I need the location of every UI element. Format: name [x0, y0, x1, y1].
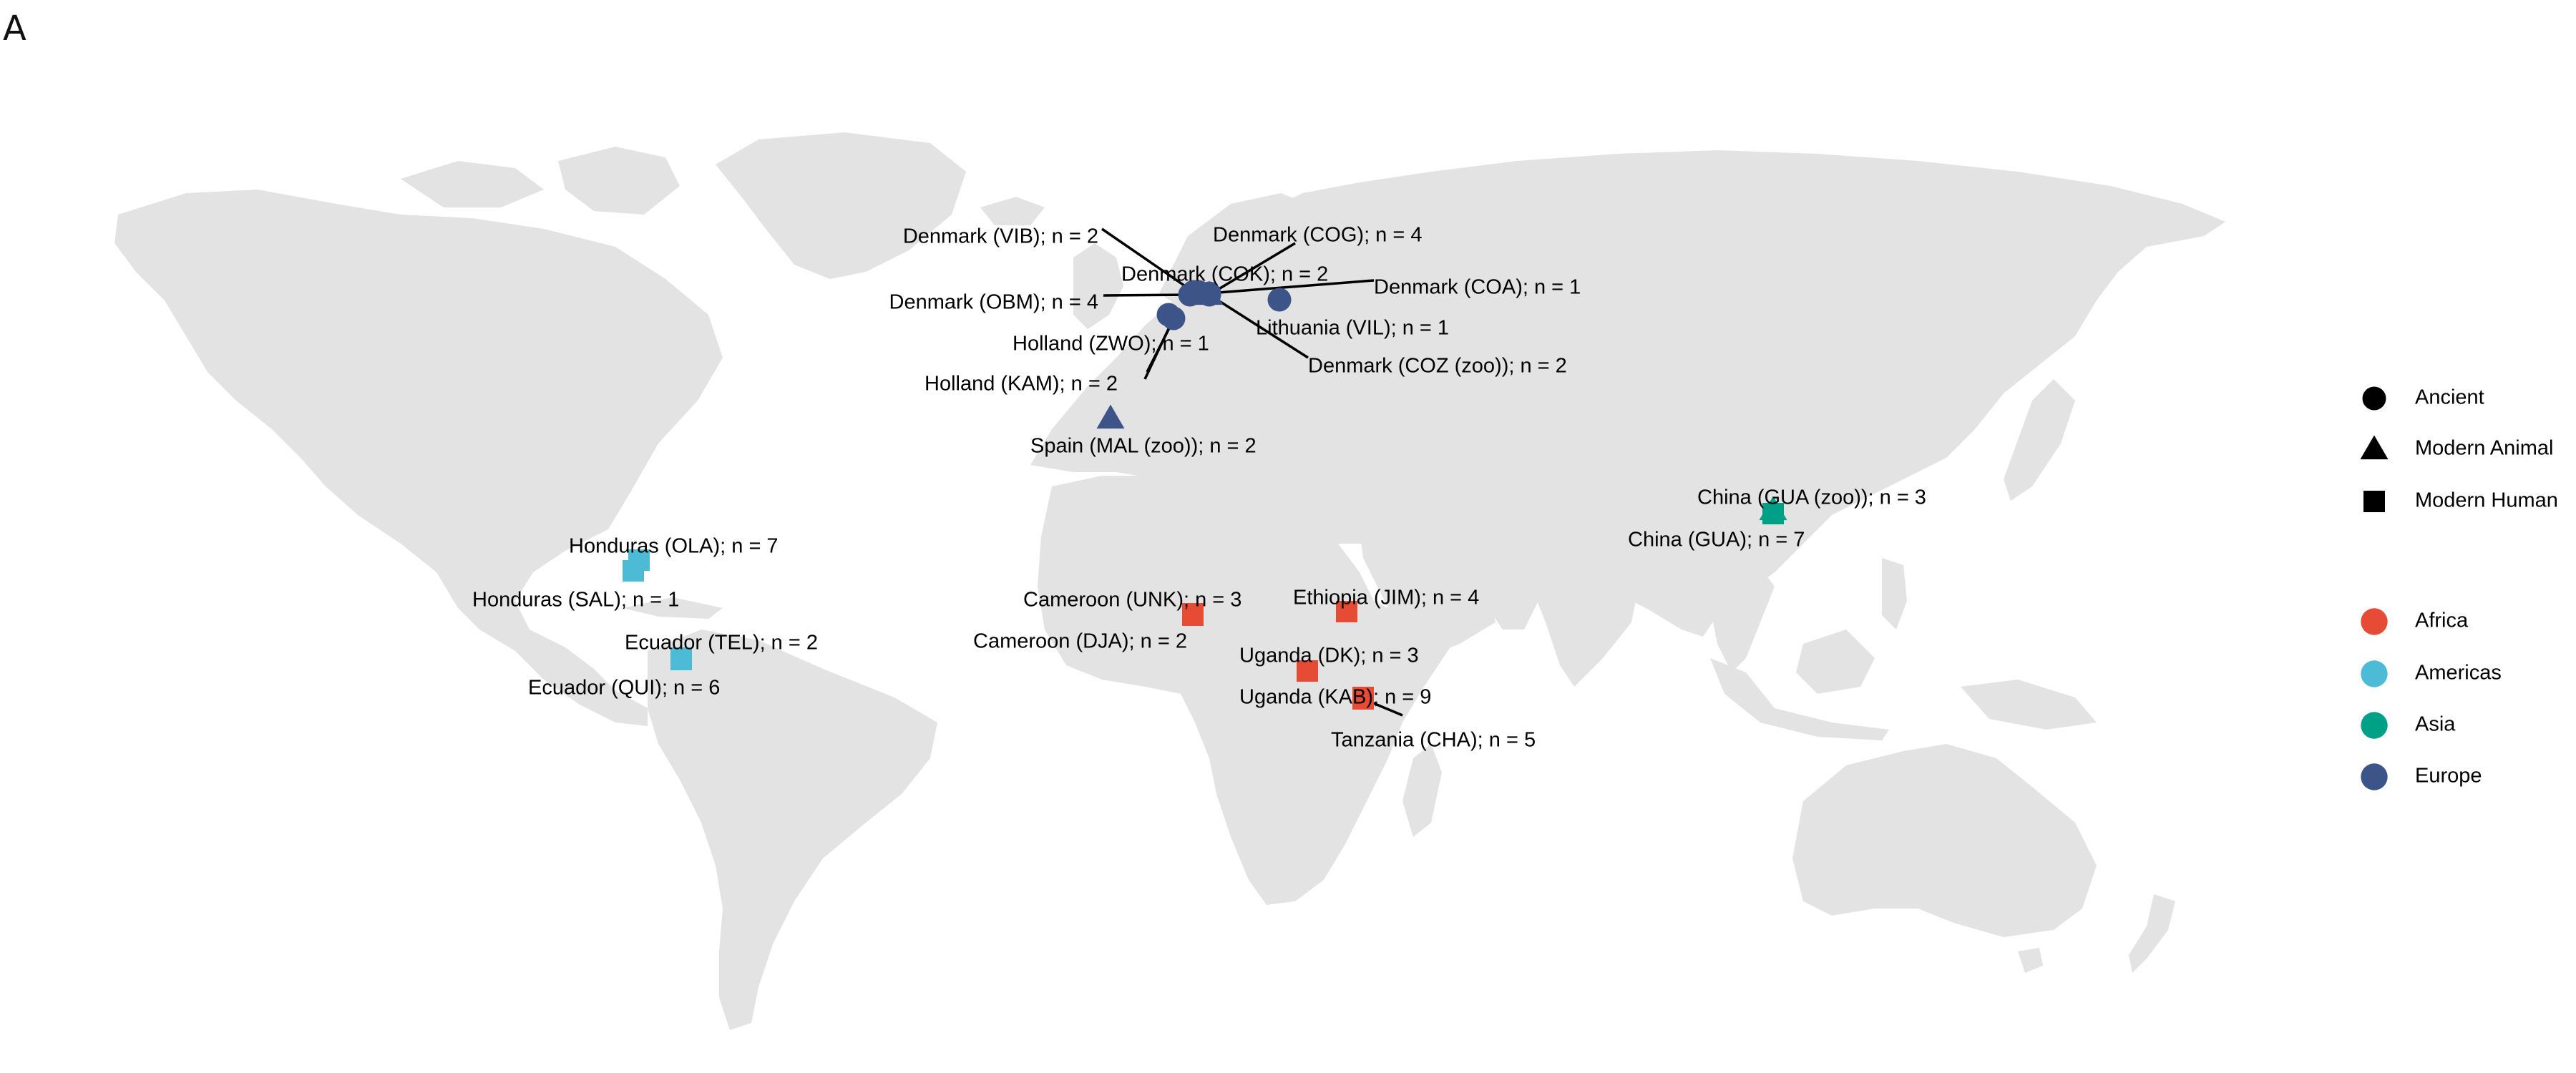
site-marker	[1267, 288, 1292, 312]
landmass-new-zealand	[2129, 894, 2175, 973]
site-label: Cameroon (DJA); n = 2	[973, 630, 1187, 653]
site-label: Ecuador (QUI); n = 6	[528, 677, 720, 700]
site-label: Honduras (SAL); n = 1	[472, 589, 679, 612]
legend-label: Americas	[2415, 662, 2502, 685]
legend-label: Modern Animal	[2415, 437, 2553, 460]
landmass-australia	[1792, 744, 2097, 937]
legend-label: Europe	[2415, 765, 2482, 788]
legend-square-icon	[2363, 491, 2385, 512]
landmass-sumatra-java	[1710, 658, 1889, 740]
site-label: China (GUA (zoo)); n = 3	[1697, 486, 1926, 509]
site-label: Lithuania (VIL); n = 1	[1256, 317, 1449, 340]
site-label: Uganda (DK); n = 3	[1239, 645, 1419, 667]
landmass-tasmania	[2018, 948, 2043, 973]
legend-color-swatch	[2361, 608, 2388, 635]
site-label: Ethiopia (JIM); n = 4	[1293, 587, 1479, 609]
leader-line	[1209, 279, 1375, 295]
landmass-cuba	[623, 597, 723, 619]
landmass-philippines	[1882, 558, 1907, 629]
landmass-north-america	[114, 190, 723, 726]
leader-line	[1209, 242, 1296, 296]
site-marker	[1096, 404, 1125, 429]
site-marker	[1182, 604, 1204, 626]
legend-triangle-icon	[2360, 435, 2389, 460]
site-label: Denmark (COK); n = 2	[1121, 263, 1328, 286]
site-label: Holland (KAM); n = 2	[924, 373, 1118, 396]
legend: Ancient Modern Animal Modern Human Africa Am…	[2360, 386, 2558, 790]
landmass-arctic-islands-2	[558, 147, 680, 215]
legend-label: Africa	[2415, 609, 2469, 632]
legend-circle-icon	[2362, 386, 2386, 411]
site-marker	[1352, 688, 1374, 710]
legend-label: Ancient	[2415, 386, 2484, 409]
landmass-borneo	[1796, 629, 1875, 694]
site-marker	[623, 560, 644, 582]
landmass-britain	[1073, 243, 1123, 329]
leader-lines	[1101, 227, 1403, 717]
site-marker	[1161, 306, 1186, 330]
site-marker	[1178, 283, 1202, 307]
landmass-japan	[2004, 379, 2075, 501]
site-label: Denmark (COZ (zoo)); n = 2	[1308, 355, 1567, 378]
site-marker	[1762, 503, 1784, 524]
landmass-eurasia	[1030, 150, 2225, 637]
legend-color-swatch	[2361, 660, 2388, 687]
legend-label: Asia	[2415, 713, 2456, 736]
landmass-iceland	[980, 197, 1045, 225]
site-label: Cameroon (UNK); n = 3	[1023, 589, 1241, 612]
site-marker	[1195, 280, 1224, 305]
landmass-south-america	[648, 629, 937, 1030]
legend-label: Modern Human	[2415, 489, 2558, 512]
panel-letter: A	[3, 9, 26, 49]
legend-color-swatch	[2361, 712, 2388, 739]
landmass-madagascar	[1402, 744, 1442, 837]
site-label: Ecuador (TEL); n = 2	[625, 632, 818, 655]
site-label: Denmark (COG); n = 4	[1213, 224, 1423, 247]
site-label: Spain (MAL (zoo)); n = 2	[1030, 435, 1257, 458]
legend-color-swatch	[2361, 763, 2388, 790]
site-marker	[1336, 601, 1357, 622]
site-labels: Denmark (VIB); n = 2 Denmark (COG); n = 4…	[472, 224, 1926, 752]
landmass-africa	[1038, 476, 1453, 905]
site-label: Honduras (OLA); n = 7	[569, 535, 779, 558]
site-label: China (GUA); n = 7	[1628, 529, 1805, 552]
landmass-arctic-islands	[401, 161, 544, 207]
site-label: Holland (ZWO); n = 1	[1013, 333, 1209, 356]
leader-line	[1101, 227, 1194, 293]
landmass-new-guinea	[1961, 680, 2097, 730]
site-markers	[623, 280, 1787, 710]
site-label: Uganda (KAB); n = 9	[1239, 686, 1431, 709]
landmass-india	[1531, 551, 1639, 687]
site-label: Denmark (VIB); n = 2	[903, 225, 1098, 248]
landmass-greenland	[716, 132, 966, 279]
landmass-arabia	[1360, 529, 1496, 658]
site-label: Denmark (COA); n = 1	[1374, 276, 1581, 299]
site-marker	[670, 649, 692, 670]
site-marker	[1297, 660, 1318, 682]
leader-line	[1209, 293, 1309, 359]
site-label: Tanzania (CHA); n = 5	[1331, 729, 1536, 752]
site-label: Denmark (OBM); n = 4	[889, 291, 1099, 314]
landmass-indochina	[1703, 558, 1775, 672]
